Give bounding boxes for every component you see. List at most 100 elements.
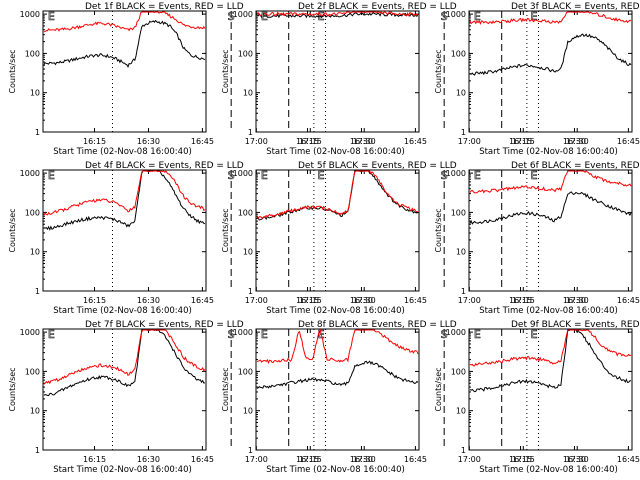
y-tick-label: 1000 (233, 10, 253, 19)
y-tick-label: 1 (248, 287, 253, 296)
y-tick-label: 1 (35, 446, 40, 455)
x-tick-label: 17:30 (566, 296, 589, 305)
y-tick-label: 1 (248, 128, 253, 137)
detector-panel-6: Det 6f BLACK = Events, RED = LLD 1 10 100 10… (434, 161, 640, 316)
series-lld-line (469, 329, 632, 367)
marker-e: E (48, 10, 55, 23)
series-lld-line (256, 170, 419, 220)
x-tick-label: 17:00 (245, 296, 268, 305)
x-axis-label: Start Time (02-Nov-08 16:00:40) (53, 306, 192, 316)
x-tick-label: 17:00 (458, 455, 481, 464)
series-lld-line (256, 328, 419, 364)
x-tick-label: 17:15 (512, 296, 535, 305)
y-axis-label: Counts/sec (434, 49, 443, 93)
marker-e: E (48, 169, 55, 182)
marker-e: E (474, 10, 481, 23)
x-tick-label: 17:30 (566, 137, 589, 146)
x-axis-label: Start Time (02-Nov-08 16:00:40) (266, 306, 405, 316)
y-tick-label: 1000 (233, 169, 253, 178)
x-tick-label: 16:15 (296, 455, 319, 464)
y-tick-label: 100 (451, 367, 466, 376)
x-tick-label: 16:45 (617, 137, 640, 146)
detector-panel-1: Det 1f BLACK = Events, RED = LLD 1 10 100 10… (8, 2, 376, 157)
panel-title: Det 2f BLACK = Events, RED = LLD (298, 2, 457, 12)
x-tick-label: 16:45 (191, 455, 214, 464)
x-tick-label: 16:30 (137, 137, 160, 146)
x-tick-label: 16:45 (404, 137, 427, 146)
series-events-line (469, 191, 632, 225)
x-tick-label: 16:15 (83, 296, 106, 305)
y-tick-label: 100 (238, 208, 253, 217)
x-tick-label: 16:15 (509, 296, 532, 305)
marker-s: S (228, 328, 235, 341)
y-tick-label: 10 (243, 407, 253, 416)
y-axis-label: Counts/sec (8, 208, 17, 252)
marker-e: E (531, 328, 538, 341)
x-tick-label: 16:15 (296, 137, 319, 146)
y-tick-label: 1 (461, 287, 466, 296)
plot-frame (468, 169, 633, 292)
x-tick-label: 16:30 (350, 296, 373, 305)
plot-frame (468, 10, 633, 133)
marker-e: E (474, 328, 481, 341)
y-tick-label: 100 (238, 367, 253, 376)
plot-frame (468, 328, 633, 451)
x-tick-label: 17:15 (299, 137, 322, 146)
y-tick-label: 10 (456, 407, 466, 416)
x-tick-label: 17:15 (512, 137, 535, 146)
x-tick-label: 16:15 (509, 455, 532, 464)
x-tick-label: 17:30 (353, 455, 376, 464)
y-tick-label: 1 (35, 128, 40, 137)
y-tick-label: 100 (451, 49, 466, 58)
y-tick-label: 1 (248, 446, 253, 455)
x-tick-label: 17:15 (299, 296, 322, 305)
x-tick-label: 17:00 (245, 137, 268, 146)
plot-frame (255, 328, 420, 451)
panel-title: Det 9f BLACK = Events, RED = LLD (511, 320, 640, 330)
marker-e: E (261, 10, 268, 23)
y-tick-label: 100 (25, 49, 40, 58)
x-tick-label: 16:30 (350, 455, 373, 464)
x-tick-label: 16:15 (296, 296, 319, 305)
panel-title: Det 1f BLACK = Events, RED = LLD (85, 2, 244, 12)
series-lld-line (43, 170, 206, 216)
series-events-line (43, 329, 206, 397)
x-tick-label: 17:00 (458, 296, 481, 305)
plot-frame (255, 169, 420, 292)
y-tick-label: 1000 (20, 169, 40, 178)
x-tick-label: 17:00 (458, 137, 481, 146)
x-axis-label: Start Time (02-Nov-08 16:00:40) (53, 465, 192, 475)
marker-e: E (531, 10, 538, 23)
y-tick-label: 10 (456, 89, 466, 98)
x-tick-label: 17:15 (299, 455, 322, 464)
x-tick-label: 16:45 (617, 296, 640, 305)
x-axis-label: Start Time (02-Nov-08 16:00:40) (266, 465, 405, 475)
panel-title: Det 5f BLACK = Events, RED = LLD (298, 161, 457, 171)
detector-panel-9: Det 9f BLACK = Events, RED = LLD 1 10 100 10… (434, 320, 640, 475)
panel-title: Det 6f BLACK = Events, RED = LLD (511, 161, 640, 171)
panel-title: Det 3f BLACK = Events, RED = LLD (511, 2, 640, 12)
y-axis-label: Counts/sec (8, 49, 17, 93)
series-events-line (256, 12, 419, 19)
x-axis-label: Start Time (02-Nov-08 16:00:40) (266, 147, 405, 157)
y-tick-label: 100 (238, 49, 253, 58)
series-events-line (469, 33, 632, 76)
series-lld-line (43, 329, 206, 385)
x-tick-label: 16:30 (137, 455, 160, 464)
x-tick-label: 16:45 (404, 296, 427, 305)
series-events-line (256, 360, 419, 389)
detector-panel-5: Det 5f BLACK = Events, RED = LLD 1 10 100 10… (221, 161, 589, 316)
y-tick-label: 100 (25, 208, 40, 217)
x-tick-label: 16:15 (83, 137, 106, 146)
series-lld-line (43, 11, 206, 33)
y-axis-label: Counts/sec (221, 367, 230, 411)
series-lld-line (256, 11, 419, 17)
x-tick-label: 16:45 (617, 455, 640, 464)
detector-panel-7: Det 7f BLACK = Events, RED = LLD 1 10 100 10… (8, 320, 376, 475)
y-tick-label: 10 (30, 248, 40, 257)
plot-frame (42, 328, 207, 451)
marker-s: S (441, 10, 448, 23)
y-tick-label: 1000 (20, 10, 40, 19)
y-axis-label: Counts/sec (221, 208, 230, 252)
